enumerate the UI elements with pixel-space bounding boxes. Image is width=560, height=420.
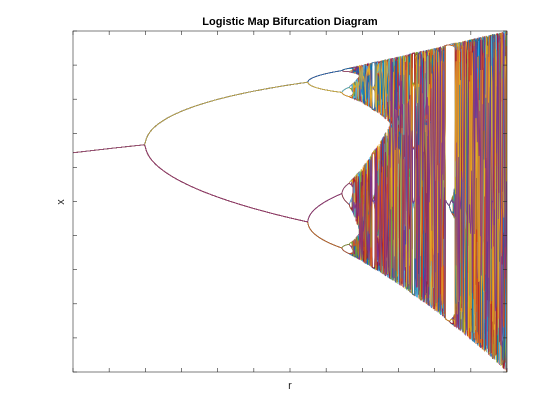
series-line [73,32,507,372]
y-axis-label: x [55,199,67,205]
series-layer [73,31,507,372]
axes-box [72,30,508,373]
tick-layer [72,30,508,373]
chart-title: Logistic Map Bifurcation Diagram [202,16,378,28]
x-axis-label: r [288,380,292,392]
